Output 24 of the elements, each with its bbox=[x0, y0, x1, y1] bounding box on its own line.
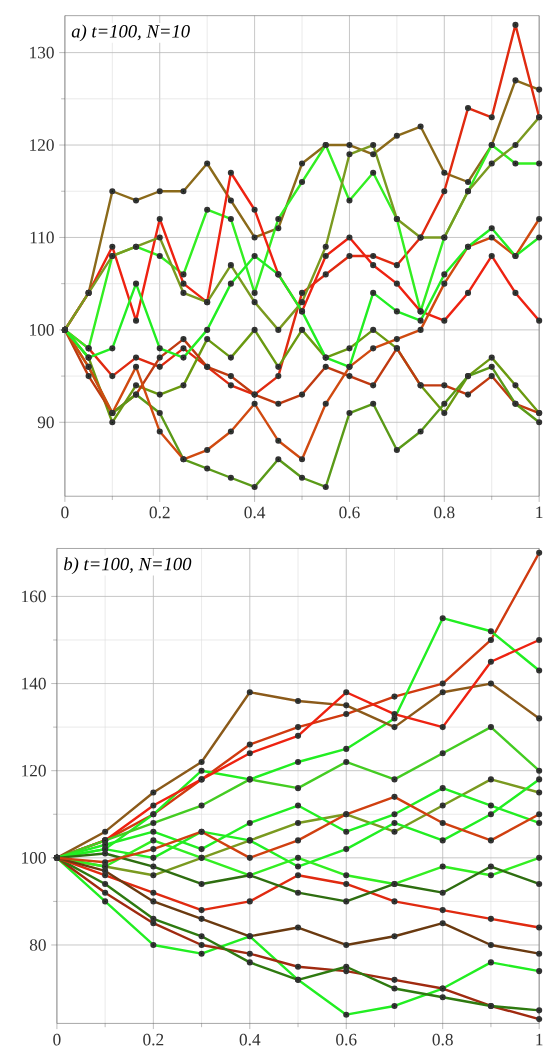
x-tick-label: 0.8 bbox=[434, 506, 455, 519]
x-tick-label: 0.2 bbox=[149, 506, 170, 519]
y-tick-label: 110 bbox=[30, 231, 54, 244]
y-tick-label: 100 bbox=[22, 852, 46, 864]
y-tick-label: 120 bbox=[22, 764, 46, 777]
x-tick-label: 1 bbox=[536, 1033, 543, 1046]
x-tick-label: 0.6 bbox=[339, 506, 360, 519]
x-tick-label: 0 bbox=[53, 1033, 61, 1046]
x-tick-label: 0.6 bbox=[336, 1033, 357, 1046]
x-tick-label: 0 bbox=[61, 506, 69, 519]
x-tick-label: 1 bbox=[536, 506, 543, 519]
x-tick-label: 0.4 bbox=[239, 1033, 261, 1046]
y-tick-label: 100 bbox=[30, 324, 54, 336]
x-tick-label: 0.2 bbox=[143, 1033, 164, 1046]
y-tick-label: 80 bbox=[29, 939, 46, 951]
x-tick-label: 0.4 bbox=[244, 506, 266, 519]
y-tick-label: 160 bbox=[22, 590, 46, 603]
chart-title: a) t=100, N=10 bbox=[71, 24, 190, 42]
chart-title: b) t=100, N=100 bbox=[64, 557, 192, 575]
y-tick-label: 140 bbox=[22, 677, 46, 690]
y-tick-label: 90 bbox=[37, 416, 54, 429]
y-tick-label: 130 bbox=[30, 46, 54, 59]
x-tick-label: 0.8 bbox=[432, 1033, 453, 1046]
y-tick-label: 120 bbox=[30, 139, 54, 151]
